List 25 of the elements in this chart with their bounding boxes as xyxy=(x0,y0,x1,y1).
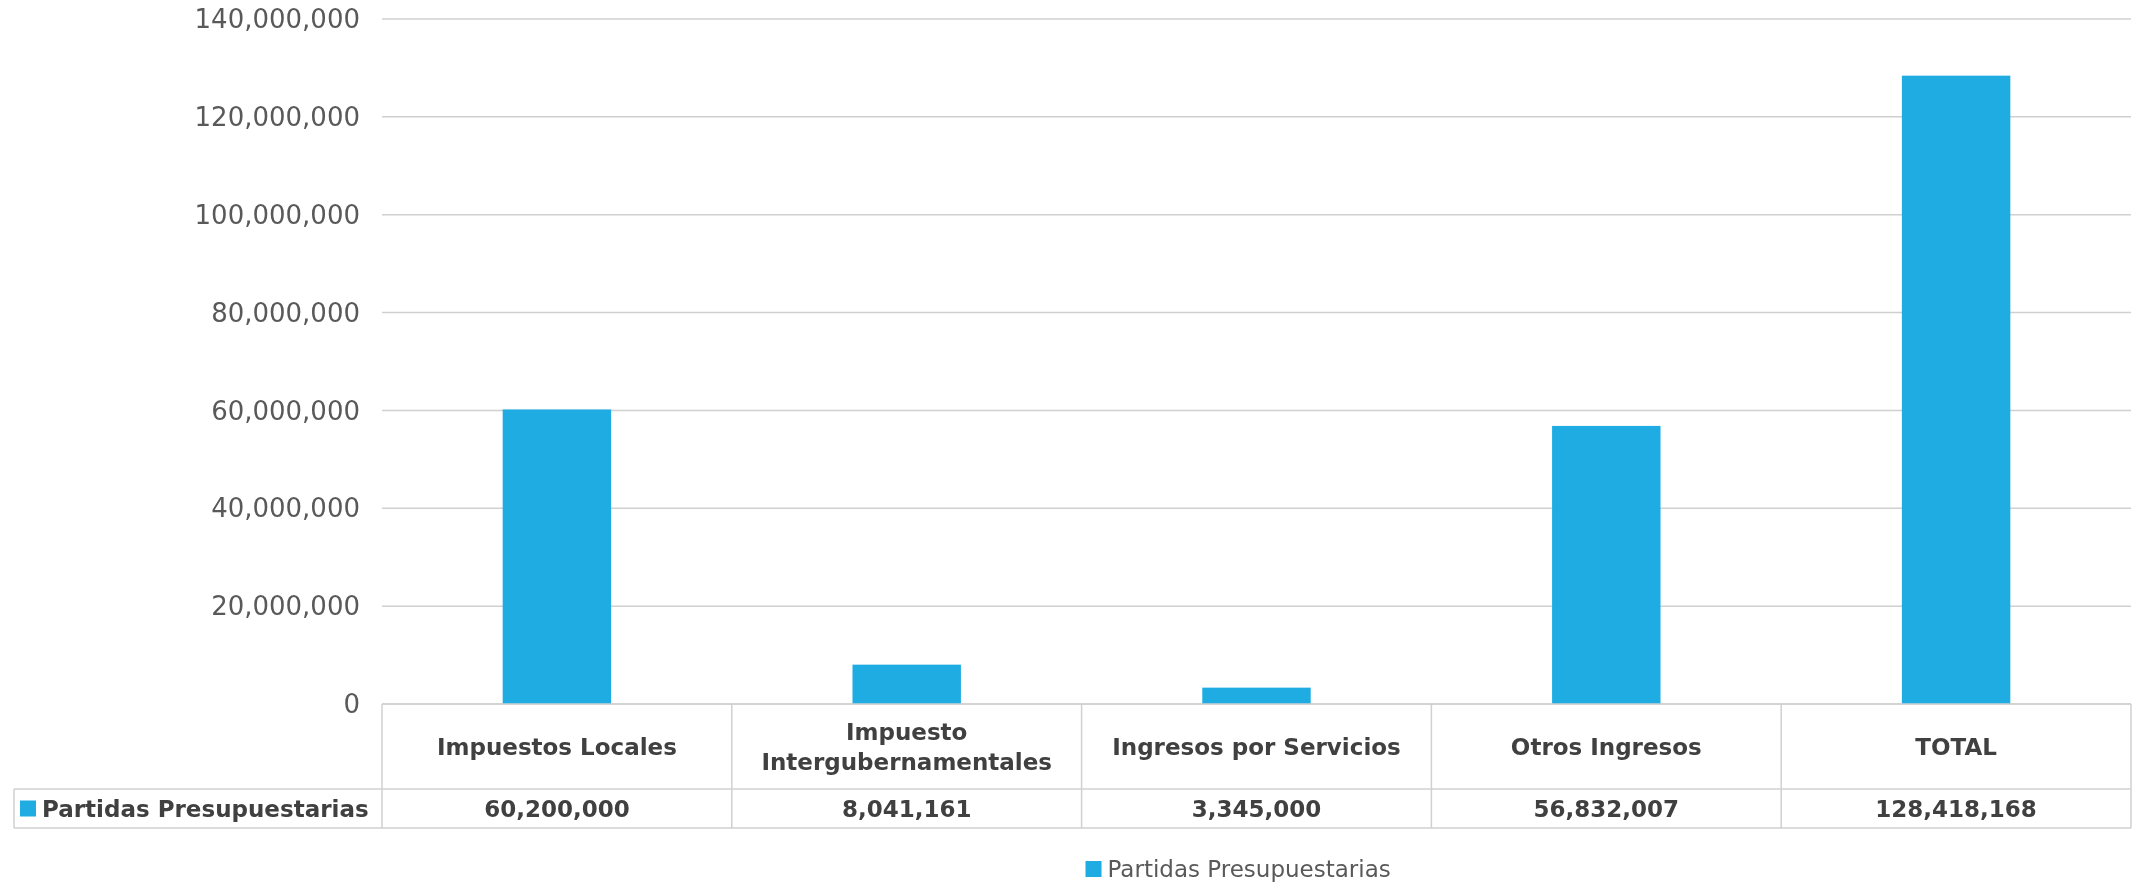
data-label: 3,345,000 xyxy=(1191,795,1322,822)
x-tick-label: Otros Ingresos xyxy=(1510,733,1702,760)
y-tick-label: 100,000,000 xyxy=(194,199,360,230)
y-tick-label: 60,000,000 xyxy=(211,395,360,426)
bar xyxy=(1552,425,1661,704)
bar xyxy=(1202,687,1311,704)
y-tick-label: 0 xyxy=(343,689,360,720)
y-tick-label: 20,000,000 xyxy=(211,591,360,622)
legend-label: Partidas Presupuestarias xyxy=(1107,856,1391,883)
y-tick-label: 80,000,000 xyxy=(211,297,360,328)
text: Partidas Presupuestarias xyxy=(42,795,369,822)
bar xyxy=(502,409,612,704)
x-tick-label: TOTAL xyxy=(1915,733,1998,760)
data-label: 8,041,161 xyxy=(841,795,972,822)
x-tick-label: Impuesto Intergubernamentales xyxy=(761,718,1053,775)
bar xyxy=(852,664,961,704)
data-label: 56,832,007 xyxy=(1533,795,1680,822)
y-tick-label: 120,000,000 xyxy=(194,101,360,132)
x-tick-label: Ingresos por Servicios xyxy=(1112,733,1401,760)
y-tick-label: 40,000,000 xyxy=(211,493,360,524)
data-label: 128,418,168 xyxy=(1875,795,2037,822)
x-tick-label: Impuestos Locales xyxy=(436,733,677,760)
bar xyxy=(1901,75,2011,704)
y-tick-label: 140,000,000 xyxy=(194,4,360,35)
data-label: 60,200,000 xyxy=(484,795,630,822)
